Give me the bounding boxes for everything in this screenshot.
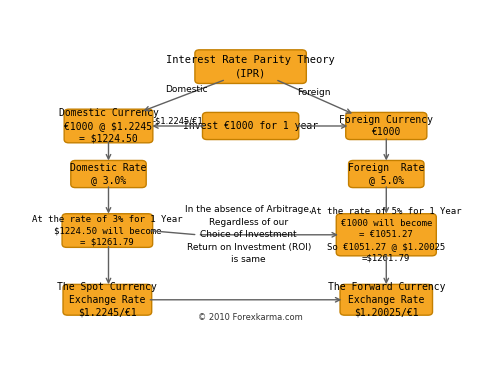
Text: Foreign: Foreign: [297, 88, 330, 97]
FancyBboxPatch shape: [336, 214, 435, 256]
FancyBboxPatch shape: [62, 214, 152, 247]
Text: At the rate of 5% for 1 Year
€1000 will become
= €1051.27
So €1051.27 @ $1.20025: At the rate of 5% for 1 Year €1000 will …: [310, 207, 461, 262]
Text: Foreign  Rate
@ 5.0%: Foreign Rate @ 5.0%: [347, 163, 424, 185]
Text: The Spot Currency
Exchange Rate
$1.2245/€1: The Spot Currency Exchange Rate $1.2245/…: [57, 282, 157, 317]
Text: Domestic Rate
@ 3.0%: Domestic Rate @ 3.0%: [70, 163, 146, 185]
Text: At the rate of 3% for 1 Year
$1224.50 will become
= $1261.79: At the rate of 3% for 1 Year $1224.50 wi…: [32, 215, 182, 247]
FancyBboxPatch shape: [63, 284, 151, 315]
FancyBboxPatch shape: [348, 160, 423, 188]
Text: -$1.2245/€1: -$1.2245/€1: [152, 116, 203, 126]
FancyBboxPatch shape: [339, 284, 432, 315]
Text: Interest Rate Parity Theory
(IPR): Interest Rate Parity Theory (IPR): [166, 55, 334, 78]
FancyBboxPatch shape: [202, 112, 298, 139]
FancyBboxPatch shape: [64, 109, 153, 143]
FancyBboxPatch shape: [71, 160, 146, 188]
FancyBboxPatch shape: [345, 112, 426, 139]
FancyBboxPatch shape: [195, 50, 305, 83]
Text: © 2010 Forexkarma.com: © 2010 Forexkarma.com: [198, 313, 303, 321]
Text: The Forward Currency
Exchange Rate
$1.20025/€1: The Forward Currency Exchange Rate $1.20…: [327, 282, 444, 317]
Text: Foreign Currency
€1000: Foreign Currency €1000: [339, 115, 432, 137]
Text: Domestic Currency
€1000 @ $1.2245
= $1224.50: Domestic Currency €1000 @ $1.2245 = $122…: [59, 108, 158, 144]
Text: Invest €1000 for 1 year: Invest €1000 for 1 year: [183, 121, 318, 131]
Text: In the absence of Arbitrage,
Regardless of our
Choice of Investment
Return on In: In the absence of Arbitrage, Regardless …: [185, 205, 311, 264]
Text: Domestic: Domestic: [164, 85, 207, 94]
